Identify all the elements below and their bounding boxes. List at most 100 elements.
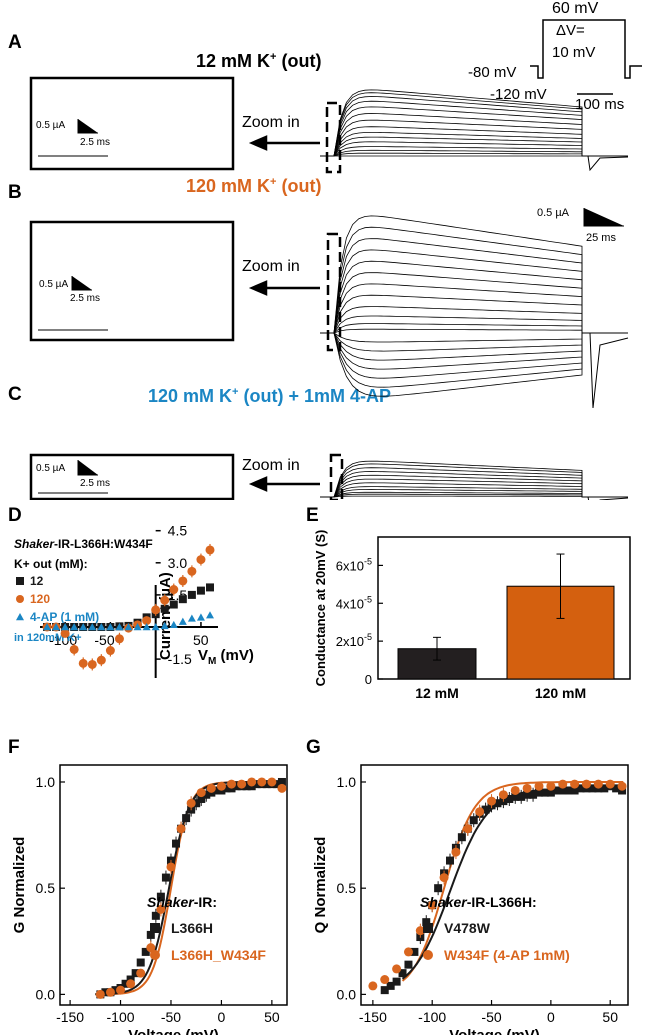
d-legend-marker-0 xyxy=(16,577,24,585)
voltage-protocol-diagram xyxy=(530,19,642,95)
trace-b-neg-6 xyxy=(333,332,583,397)
g-point-1-7 xyxy=(451,847,461,857)
f-xtick-label--50: -50 xyxy=(161,1009,181,1025)
trace-b-9 xyxy=(320,238,628,334)
f-point-1-17 xyxy=(267,777,277,787)
inset-c-box xyxy=(29,453,235,500)
f-point-0-7 xyxy=(131,969,140,978)
trace-b-neg-3 xyxy=(333,332,583,370)
f-point-1-4 xyxy=(136,968,146,978)
f-point-0-10 xyxy=(146,930,155,939)
d-point-2-13 xyxy=(160,621,169,630)
g-ytick-label-0.0: 0.0 xyxy=(337,986,357,1002)
trace-c-6 xyxy=(320,478,628,498)
f-point-1-12 xyxy=(216,781,226,791)
d-legend-label-2: 4-AP (1 mM) xyxy=(30,610,99,624)
f-legend-marker-1 xyxy=(150,950,160,960)
protocol-time-scale: 100 ms xyxy=(575,96,625,113)
e-ytick-label-1: 2x10-5 xyxy=(336,632,372,649)
d-point-0-13 xyxy=(160,604,169,613)
g-point-0-9 xyxy=(434,884,443,893)
e-xlabel-0: 12 mM xyxy=(415,685,459,701)
f-point-1-16 xyxy=(257,777,267,787)
protocol-holding-voltage: -80 mV xyxy=(468,64,517,81)
condition-title-b: 120 mM K+ (out) xyxy=(186,176,322,196)
traces-c xyxy=(38,460,629,500)
e-ylabel: Conductance at 20mV (S) xyxy=(313,530,328,687)
f-point-1-2 xyxy=(116,985,126,995)
g-legend-marker-1 xyxy=(423,950,433,960)
e-ytick-label-0: 0 xyxy=(365,672,372,687)
trace-b-scale-x: 25 ms xyxy=(586,232,616,244)
g-point-1-20 xyxy=(605,779,615,789)
d-point-2-3 xyxy=(70,623,79,631)
d-point-1-4 xyxy=(78,658,88,668)
g-point-1-12 xyxy=(510,785,520,795)
f-point-0-12 xyxy=(156,892,165,901)
g-point-1-19 xyxy=(593,779,603,789)
f-point-1-14 xyxy=(237,779,247,789)
g-point-0-22 xyxy=(511,792,520,801)
d-point-2-14 xyxy=(169,620,178,629)
f-point-0-33 xyxy=(262,780,271,789)
trace-c-7 xyxy=(320,474,628,498)
trace-b-1 xyxy=(320,323,628,334)
f-legend-construct: Shaker-IR: xyxy=(147,894,217,910)
f-ytick-label-0.5: 0.5 xyxy=(36,880,56,896)
f-point-0-1 xyxy=(101,988,110,997)
d-point-2-10 xyxy=(133,623,142,631)
trace-b-10 xyxy=(320,226,628,334)
d-point-1-18 xyxy=(205,545,215,555)
f-point-1-10 xyxy=(196,788,206,798)
trace-a-10 xyxy=(320,106,628,157)
f-ytick-label-0.0: 0.0 xyxy=(36,986,56,1002)
panel-g-letter: G xyxy=(306,737,321,758)
d-legend-marker-1 xyxy=(16,595,24,603)
d-point-2-0 xyxy=(43,623,51,631)
trace-b-11 xyxy=(320,215,628,334)
trace-a-9 xyxy=(320,113,628,157)
trace-b-5 xyxy=(320,283,628,334)
f-point-1-5 xyxy=(146,943,156,953)
f-point-1-13 xyxy=(227,779,237,789)
d-point-1-14 xyxy=(169,585,179,595)
g-xlabel: Voltage (mV) xyxy=(449,1027,540,1035)
f-xlabel: Voltage (mV) xyxy=(128,1027,219,1035)
trace-c-11 xyxy=(320,460,628,498)
f-point-0-15 xyxy=(172,839,181,848)
f-point-1-11 xyxy=(206,783,216,793)
d-point-1-15 xyxy=(178,576,188,586)
d-point-1-3 xyxy=(69,644,79,654)
inset-b-scale-y: 0.5 µA xyxy=(39,279,69,290)
f-point-0-36 xyxy=(277,777,286,786)
f-point-0-17 xyxy=(182,814,191,823)
d-point-2-11 xyxy=(142,623,151,631)
g-point-0-29 xyxy=(552,786,561,795)
trace-b-neg-1 xyxy=(333,332,583,352)
d-point-2-12 xyxy=(151,623,160,631)
d-point-2-16 xyxy=(187,614,196,622)
g-point-0-17 xyxy=(481,805,490,814)
d-point-0-17 xyxy=(196,586,205,595)
e-xlabel-1: 120 mM xyxy=(535,685,586,701)
current-traces-figure xyxy=(29,19,642,500)
g-legend-label-1: W434F (4-AP 1mM) xyxy=(444,947,570,963)
trace-b-7 xyxy=(320,260,628,334)
panel-a-letter: A xyxy=(8,32,22,53)
inset-a-scale-x: 2.5 ms xyxy=(80,137,111,148)
d-ylabel: Current (µA) xyxy=(157,572,174,660)
g-ytick-label-0.5: 0.5 xyxy=(337,880,357,896)
d-xtick-label--100: -100 xyxy=(49,632,77,648)
d-legend-label-1: 120 xyxy=(30,592,50,606)
g-xtick-label--50: -50 xyxy=(481,1009,501,1025)
f-point-0-3 xyxy=(111,986,120,995)
g-point-0-35 xyxy=(588,784,597,793)
e-ytick-label-3: 6x10-5 xyxy=(336,556,372,573)
g-point-1-1 xyxy=(380,975,390,985)
trace-a-11 xyxy=(320,100,628,157)
d-point-2-8 xyxy=(115,623,124,631)
panel-c-letter: C xyxy=(8,384,22,405)
d-point-2-7 xyxy=(106,623,115,631)
d-point-1-13 xyxy=(160,595,170,605)
